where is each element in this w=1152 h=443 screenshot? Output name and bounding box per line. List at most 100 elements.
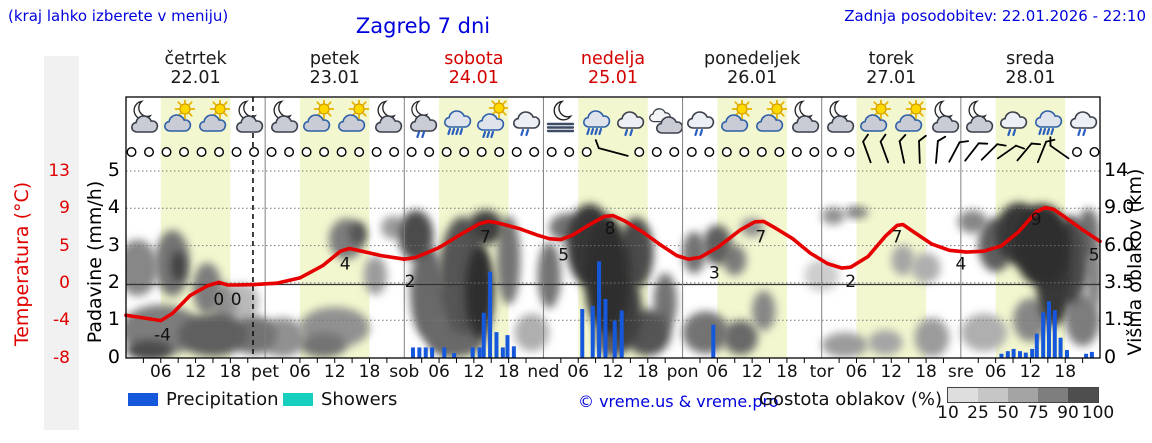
time-label: 18 xyxy=(1054,362,1077,382)
sun-cloud-icon xyxy=(161,98,196,138)
cloud-cover-circle xyxy=(196,146,207,157)
cloud-cover-circle xyxy=(634,146,645,157)
cloud-cover-circle xyxy=(669,146,680,157)
cloud-height-axis-title: Višina oblakov (km) xyxy=(1124,168,1146,356)
time-label: 06 xyxy=(428,362,450,382)
cloud-cover-circle xyxy=(511,146,522,157)
cloud-cover-circle xyxy=(406,146,417,157)
precipitation-bar xyxy=(612,320,617,358)
cloud-region xyxy=(891,245,915,276)
cloud-cover-circle xyxy=(546,146,557,157)
sun-cloud-icon xyxy=(892,98,927,138)
day-date: 23.01 xyxy=(309,68,360,88)
cloud-cover-circle xyxy=(774,146,785,157)
day-abbr-label: sre xyxy=(947,362,974,382)
time-label: 06 xyxy=(984,362,1007,382)
precipitation-bar xyxy=(1011,348,1016,358)
temperature-value-label: 9 xyxy=(1031,210,1042,230)
time-label: 18 xyxy=(497,362,520,382)
day-name: nedelja xyxy=(580,49,646,69)
day-date: 27.01 xyxy=(866,68,917,88)
cloud-region xyxy=(468,210,503,245)
moon-cloud-drizzle-icon xyxy=(405,100,439,139)
temp-tick-label: 0 xyxy=(59,272,70,293)
temp-tick-label: 5 xyxy=(59,235,70,256)
temperature-value-label: 4 xyxy=(955,254,966,274)
day-abbr-label: tor xyxy=(809,362,834,382)
sun-cloud-icon xyxy=(753,98,787,138)
cloud-cover-circle xyxy=(354,146,365,157)
day-abbr-label: pon xyxy=(666,362,699,382)
cloud-cover-circle xyxy=(179,146,190,157)
cloud-cover-circle xyxy=(826,146,837,157)
cloud-cover-circle xyxy=(844,146,855,157)
moon-cloud-icon xyxy=(927,100,961,138)
cloud-rain-icon xyxy=(1031,100,1065,138)
cloud-height-tick-label: 1.5 xyxy=(1104,308,1135,331)
cloud-cover-circle xyxy=(266,146,277,157)
temperature-value-label: 3 xyxy=(709,263,720,283)
precip-tick-label: 3 xyxy=(107,233,120,256)
cloud-region xyxy=(398,210,434,262)
precipitation-bar xyxy=(488,271,493,358)
cloud-region xyxy=(299,332,347,358)
moon-cloud-icon xyxy=(231,100,265,138)
showers-legend-label: Showers xyxy=(321,389,398,410)
cloud-drizzle-icon xyxy=(996,100,1030,138)
cloud-height-tick-label: 9.0 xyxy=(1104,196,1135,219)
wind-barb xyxy=(918,134,927,164)
precipitation-bar xyxy=(481,312,486,358)
precipitation-bar xyxy=(442,347,447,358)
temperature-value-label: 0 xyxy=(231,290,242,310)
last-update-note: Zadnja posodobitev: 22.01.2026 - 22:10 xyxy=(844,7,1146,25)
cloud-cover-circle xyxy=(284,146,295,157)
copyright-link[interactable]: © vreme.us & vreme.pro xyxy=(578,392,779,411)
cloud-height-tick-label: 0 xyxy=(1104,345,1117,368)
cloud-rain-icon xyxy=(440,100,474,138)
moon-cloud-icon xyxy=(126,100,160,138)
temperature-value-label: 5 xyxy=(1089,246,1100,266)
cloud-cover-circle xyxy=(1071,146,1082,157)
moon-cloud-icon xyxy=(961,100,995,138)
time-label: 18 xyxy=(358,362,381,382)
precipitation-bar xyxy=(1034,333,1039,358)
temperature-value-label: 7 xyxy=(892,228,903,248)
density-tick-label: 25 xyxy=(967,403,989,423)
cloud-cover-circle xyxy=(651,146,662,157)
cloud-cover-circle xyxy=(424,146,435,157)
precipitation-bar xyxy=(494,332,499,358)
cloud-cover-circle xyxy=(756,146,767,157)
density-tick-label: 10 xyxy=(937,403,959,423)
precipitation-bar xyxy=(1084,353,1089,358)
wind-barb xyxy=(594,139,629,157)
time-label: 18 xyxy=(776,362,798,382)
cloud-region xyxy=(178,313,248,357)
cloud-cover-circle xyxy=(739,146,750,157)
temperature-line xyxy=(124,205,1102,323)
density-segment xyxy=(1068,388,1098,402)
cloud-cover-circle xyxy=(301,146,312,157)
precipitation-bar xyxy=(1005,351,1010,358)
day-name: sobota xyxy=(444,49,504,69)
moon-cloud-icon xyxy=(370,100,404,138)
time-label: 06 xyxy=(289,362,311,382)
precipitation-bar xyxy=(1058,337,1063,358)
cloud-region xyxy=(192,262,222,315)
temp-tick-label: 9 xyxy=(59,198,70,219)
wind-barb xyxy=(1016,142,1042,162)
cloud-cover-circle xyxy=(389,146,400,157)
cloud-region xyxy=(381,215,405,240)
precipitation-bar xyxy=(1046,301,1051,358)
cloud-cover-circle xyxy=(249,146,260,157)
daylight-band xyxy=(856,98,927,358)
temperature-value-label: 7 xyxy=(480,228,491,248)
cloud-cover-circle xyxy=(581,146,592,157)
moon-fog-icon xyxy=(544,100,578,138)
temp-tick-label: -4 xyxy=(53,310,70,331)
precipitation-bar xyxy=(1064,350,1069,358)
temperature-value-label: 0 xyxy=(213,290,224,310)
precipitation-bar xyxy=(430,347,435,358)
temperature-value-label: -4 xyxy=(154,326,171,346)
cloud-cover-circle xyxy=(791,146,802,157)
clouds-icon xyxy=(648,100,684,138)
